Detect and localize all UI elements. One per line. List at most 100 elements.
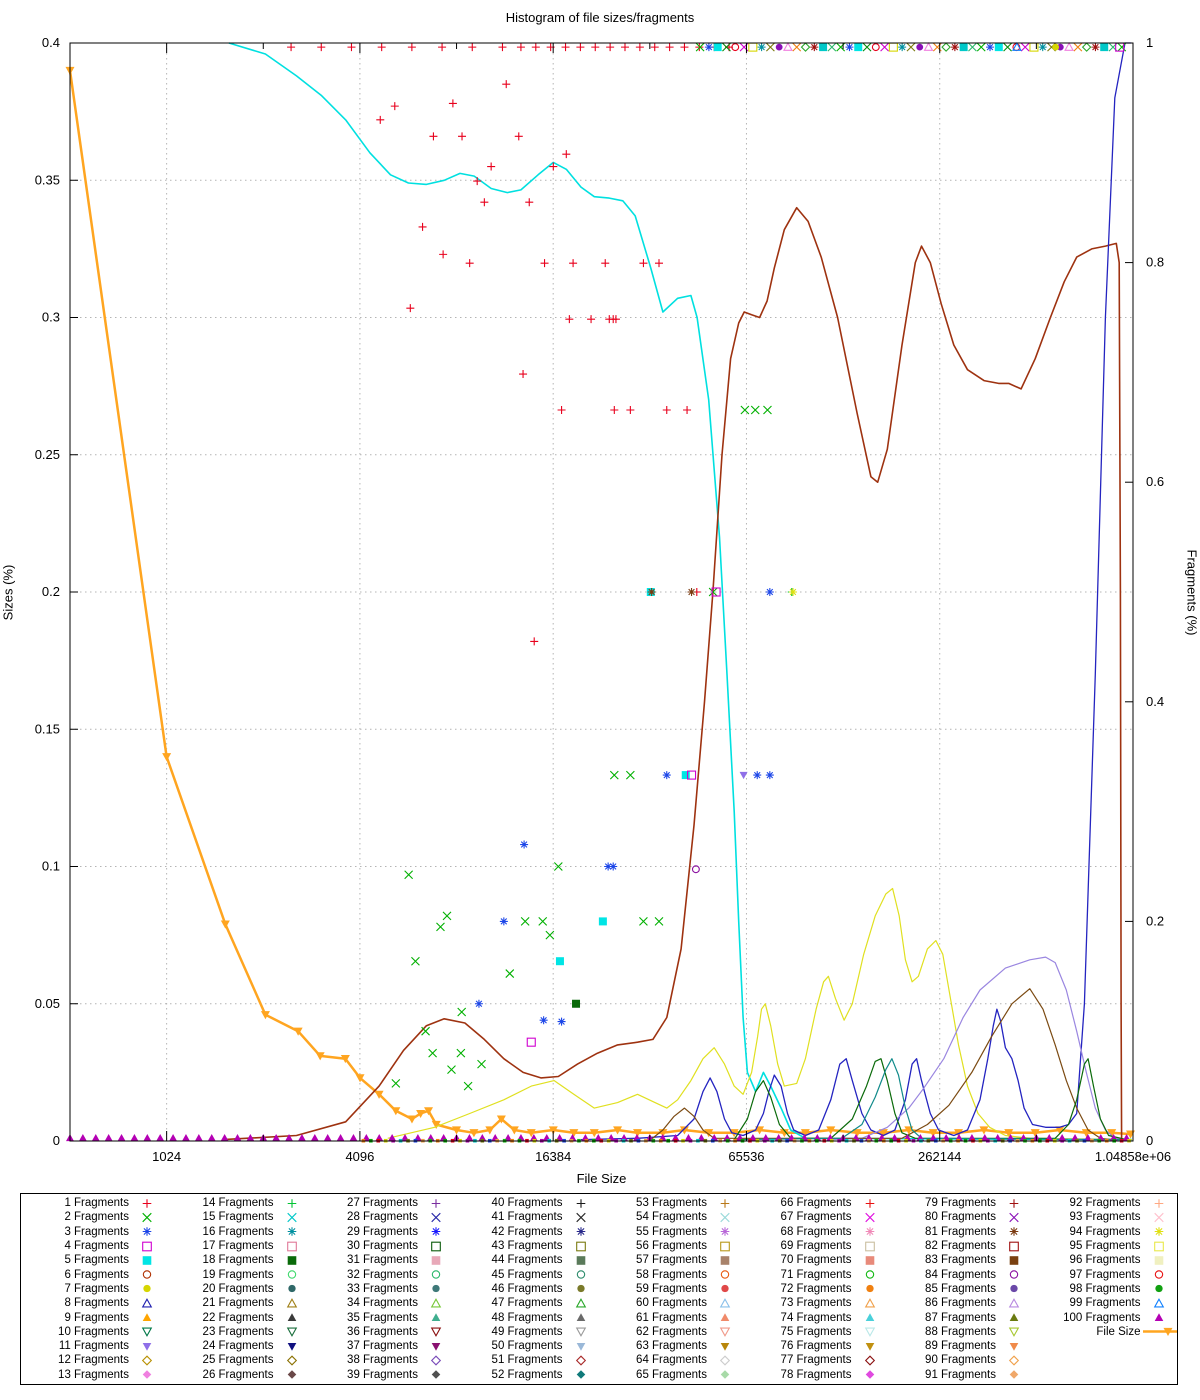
marker-dio [575, 1355, 586, 1366]
legend-entry-marker [418, 1268, 454, 1281]
legend-entry: 17 Fragments [166, 1239, 311, 1253]
marker-plus [601, 259, 610, 268]
legend-marker-icon [720, 1256, 730, 1265]
legend-marker-icon [865, 1198, 874, 1208]
legend-entry-label: 51 Fragments [491, 1354, 563, 1367]
marker-tdf [355, 1074, 365, 1083]
marker-sqf [720, 1256, 730, 1265]
marker-plus [665, 43, 674, 52]
legend-entry-label: 66 Fragments [780, 1197, 852, 1210]
marker-plus [514, 132, 523, 141]
marker-tdf [755, 1126, 765, 1135]
legend-entry: 49 Fragments [455, 1325, 600, 1339]
legend-marker-icon [142, 1370, 152, 1380]
marker-tuf [272, 1133, 281, 1142]
legend-entry-marker [1141, 1325, 1177, 1338]
legend-entry-label: 14 Fragments [202, 1197, 274, 1210]
marker-tdf [800, 1129, 810, 1138]
marker-star [609, 862, 618, 871]
legend-entry: 9 Fragments [21, 1310, 166, 1324]
marker-plus [487, 162, 496, 171]
marker-tdo [141, 1327, 153, 1338]
marker-plus [406, 304, 415, 313]
legend-entry-label: 11 Fragments [58, 1340, 129, 1353]
legend-entry: 90 Fragments [888, 1353, 1033, 1367]
legend-marker-icon [576, 1285, 585, 1293]
marker-plus [655, 259, 664, 268]
legend-entry: 22 Fragments [166, 1310, 311, 1324]
marker-tuf [1154, 1313, 1163, 1321]
legend-entry: 7 Fragments [21, 1282, 166, 1296]
legend-entry: 75 Fragments [744, 1325, 889, 1339]
legend-entry: 82 Fragments [888, 1239, 1033, 1253]
marker-plus [531, 43, 540, 52]
marker-sqf [865, 1256, 874, 1265]
marker-tdf [1163, 1328, 1172, 1337]
marker-dio [800, 42, 811, 52]
legend-marker-icon [576, 1370, 585, 1380]
legend-entry-label: 99 Fragments [1069, 1297, 1141, 1310]
marker-tuf [478, 1133, 487, 1142]
legend-entry-label: 44 Fragments [491, 1254, 563, 1267]
legend-entry-label: 8 Fragments [64, 1297, 129, 1310]
line-one-fragment-share [228, 42, 1132, 1141]
legend-entry-label: 64 Fragments [636, 1354, 707, 1367]
marker-tuo [286, 1297, 297, 1308]
legend-marker-icon [431, 1212, 441, 1223]
marker-plus [562, 150, 571, 159]
marker-tuf [1058, 1133, 1067, 1142]
legend-marker-icon [576, 1256, 585, 1265]
legend-entry: 42 Fragments [455, 1225, 600, 1239]
legend-entry-marker [129, 1311, 165, 1324]
marker-cif [1056, 43, 1064, 51]
legend-entry-marker [852, 1197, 888, 1210]
marker-x [553, 862, 563, 871]
legend-entry-marker [274, 1197, 310, 1210]
marker-plus [569, 259, 578, 268]
legend-marker-icon [287, 1198, 296, 1208]
legend-marker-icon [431, 1241, 441, 1251]
marker-plus [468, 43, 477, 52]
legend-entry: 14 Fragments [166, 1196, 311, 1210]
legend-entry-label: 37 Fragments [347, 1340, 418, 1353]
marker-sqo [1009, 1241, 1019, 1251]
legend-entry-marker [418, 1325, 454, 1338]
legend-entry-marker [274, 1325, 310, 1338]
marker-plus [683, 406, 692, 415]
marker-sqf [1009, 1256, 1019, 1265]
legend-marker-icon [141, 1297, 153, 1308]
marker-x [436, 922, 445, 932]
marker-tdf [852, 1129, 862, 1138]
legend-marker-icon [1010, 1285, 1018, 1293]
chart-title: Histogram of file sizes/fragments [505, 10, 695, 25]
legend-entry-marker [852, 1368, 888, 1381]
legend-entry-label: 24 Fragments [202, 1340, 274, 1353]
marker-tuf [207, 1133, 216, 1142]
marker-x [880, 42, 889, 52]
legend-entry-marker [996, 1354, 1032, 1367]
marker-tuf [233, 1133, 242, 1142]
legend-entry: 39 Fragments [310, 1368, 455, 1382]
marker-tdf [509, 1126, 519, 1135]
legend-box: 1 Fragments 2 Fragments 3 Fragments 4 Fragm… [20, 1193, 1178, 1385]
legend-marker-icon [865, 1342, 874, 1351]
legend-entry-marker [129, 1197, 165, 1210]
legend-marker-icon [287, 1270, 296, 1279]
legend-entry-label: 38 Fragments [347, 1354, 418, 1367]
marker-sqo [686, 770, 697, 780]
marker-sqf [431, 1256, 441, 1265]
marker-sqo [1153, 1241, 1164, 1251]
legend-entry: 80 Fragments [888, 1210, 1033, 1224]
legend-marker-icon [287, 1313, 296, 1321]
y-left-tick-label: 0.35 [35, 172, 60, 187]
marker-star [687, 588, 696, 596]
legend-entry: 69 Fragments [744, 1239, 889, 1253]
legend-entry: 24 Fragments [166, 1339, 311, 1353]
marker-x [142, 1212, 152, 1223]
marker-star [1091, 43, 1100, 52]
marker-dif [1009, 1370, 1019, 1380]
legend-entry-marker [707, 1354, 743, 1367]
legend-marker-icon [286, 1297, 297, 1308]
legend-entry-marker [563, 1211, 599, 1224]
marker-star [539, 1016, 548, 1025]
